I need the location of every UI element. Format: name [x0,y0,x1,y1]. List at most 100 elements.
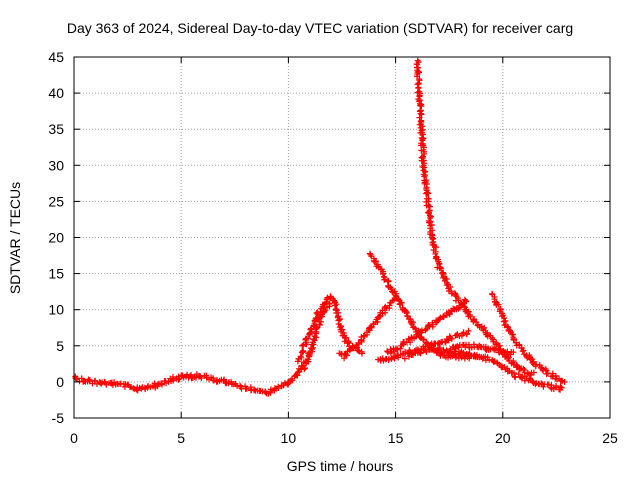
data-point [539,365,546,372]
data-point [415,84,422,91]
data-point [397,345,404,352]
data-point [452,354,459,361]
data-point [305,335,311,342]
data-point [512,339,519,346]
data-point [355,347,362,354]
data-point [299,342,306,349]
data-point [407,339,414,346]
y-tick-label: -5 [52,410,65,426]
data-point [543,370,550,377]
data-point [316,321,323,328]
x-tick-label: 25 [602,430,618,446]
data-point [440,313,447,320]
data-point [422,327,429,334]
data-point [423,190,430,197]
data-point [401,355,408,362]
data-point [447,284,454,290]
data-point [511,373,518,380]
data-point [98,380,105,387]
y-tick-label: 25 [48,193,64,209]
data-point [416,77,423,84]
data-point [162,378,169,385]
data-point [421,180,428,187]
y-tick-label: 5 [56,338,64,354]
data-point [500,312,507,319]
data-point [402,348,409,355]
series-baseline [72,358,309,397]
data-point [358,348,365,355]
data-point [557,386,564,393]
data-point [520,365,527,372]
data-point [438,265,445,272]
series-arc-6 [384,296,470,357]
data-point [470,341,477,348]
data-point [420,336,427,343]
data-point [343,352,350,359]
y-tick-label: 30 [48,157,64,173]
data-point [465,327,472,334]
data-point [530,369,537,376]
data-point [414,81,421,88]
data-point [86,377,93,383]
data-point [504,323,511,330]
data-point [553,383,560,389]
y-tick-label: 10 [48,302,64,318]
data-point [302,365,308,372]
data-point [513,364,520,371]
data-point [360,333,367,339]
series-arc-3 [336,296,398,362]
data-point [299,349,306,356]
data-point [433,317,440,324]
data-point [463,298,470,305]
data-point [414,57,421,64]
data-point [301,366,308,372]
data-point [417,349,423,356]
chart-title: Day 363 of 2024, Sidereal Day-to-day VTE… [66,20,574,36]
data-point [443,282,450,289]
x-tick-label: 15 [388,430,404,446]
data-point [298,362,305,369]
data-point [465,351,472,358]
series-arc-10 [446,341,517,358]
x-tick-label: 5 [177,430,185,446]
data-point [130,385,137,392]
data-point [481,324,488,331]
data-point [382,303,389,310]
data-point [345,339,352,346]
data-point [326,301,333,307]
data-point [412,333,419,340]
data-point [225,380,232,387]
data-points [72,57,568,397]
data-point [147,384,154,391]
data-point [533,361,540,368]
data-point [341,355,348,362]
series-arc-8 [489,290,568,385]
data-point [500,318,507,325]
y-tick-label: 40 [48,85,64,101]
data-point [176,375,183,382]
series-arc-7 [413,57,537,378]
data-point [467,313,474,320]
data-point [170,374,176,380]
data-point [461,303,468,310]
data-point [221,376,228,383]
y-tick-label: 15 [48,266,64,282]
data-point [437,264,444,271]
data-point [394,346,401,353]
data-point [92,377,99,384]
y-tick-label: 0 [56,374,64,390]
data-point [418,111,425,118]
data-point [561,379,568,385]
x-tick-label: 10 [281,430,297,446]
x-tick-label: 20 [495,430,511,446]
data-point [380,271,386,277]
data-point [384,349,391,355]
data-point [193,374,199,381]
data-point [300,347,306,354]
data-point [159,381,165,388]
data-point [419,163,426,170]
data-point [460,329,467,336]
data-point [343,334,350,341]
data-point [426,210,432,217]
